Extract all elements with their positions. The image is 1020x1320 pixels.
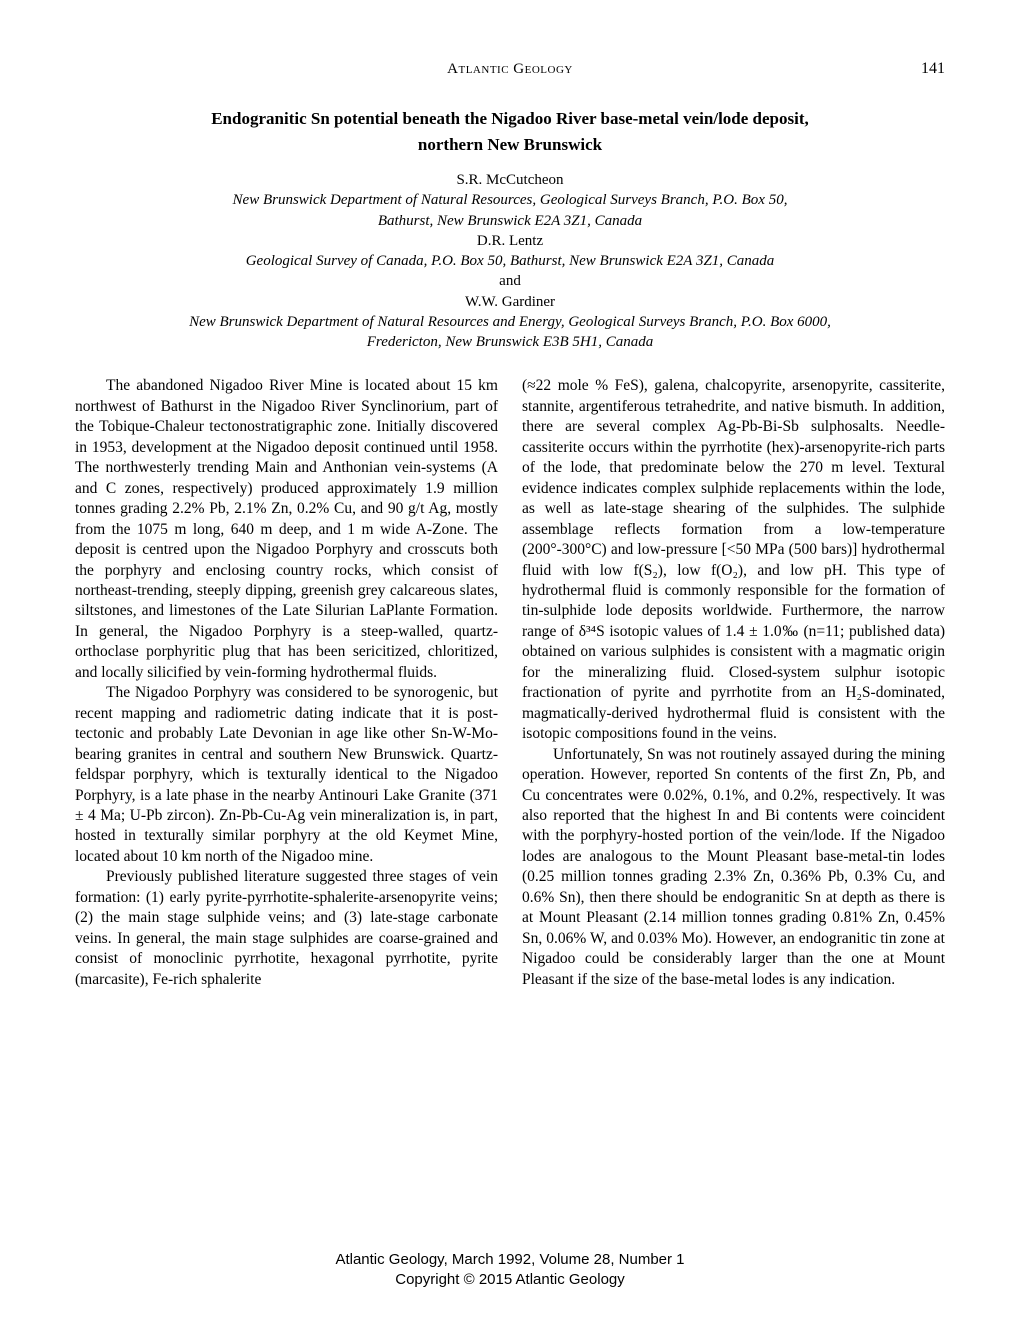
- page-number: 141: [905, 60, 945, 78]
- page-header: Atlantic Geology 141: [75, 60, 945, 78]
- authors-block: S.R. McCutcheon New Brunswick Department…: [75, 170, 945, 352]
- column-left: The abandoned Nigadoo River Mine is loca…: [75, 376, 498, 990]
- paragraph-3: Previously published literature suggeste…: [75, 867, 498, 990]
- author-3-name: W.W. Gardiner: [75, 292, 945, 312]
- article-title-line1: Endogranitic Sn potential beneath the Ni…: [75, 108, 945, 130]
- column-right: (≈22 mole % FeS), galena, chalcopyrite, …: [522, 376, 945, 990]
- journal-name: Atlantic Geology: [115, 61, 905, 78]
- paragraph-4: (≈22 mole % FeS), galena, chalcopyrite, …: [522, 376, 945, 744]
- paragraph-1: The abandoned Nigadoo River Mine is loca…: [75, 376, 498, 683]
- author-1-name: S.R. McCutcheon: [75, 170, 945, 190]
- page-container: Atlantic Geology 141 Endogranitic Sn pot…: [0, 0, 1020, 1030]
- paragraph-2: The Nigadoo Porphyry was considered to b…: [75, 683, 498, 867]
- author-3-affiliation-line2: Fredericton, New Brunswick E3B 5H1, Cana…: [75, 332, 945, 352]
- article-title-line2: northern New Brunswick: [75, 134, 945, 156]
- footer-copyright: Copyright © 2015 Atlantic Geology: [0, 1270, 1020, 1290]
- author-2-name: D.R. Lentz: [75, 231, 945, 251]
- paragraph-5: Unfortunately, Sn was not routinely assa…: [522, 745, 945, 990]
- author-3-affiliation-line1: New Brunswick Department of Natural Reso…: [75, 312, 945, 332]
- author-1-affiliation-line1: New Brunswick Department of Natural Reso…: [75, 190, 945, 210]
- body-columns: The abandoned Nigadoo River Mine is loca…: [75, 376, 945, 990]
- and-separator: and: [75, 271, 945, 291]
- page-footer: Atlantic Geology, March 1992, Volume 28,…: [0, 1250, 1020, 1291]
- author-2-affiliation: Geological Survey of Canada, P.O. Box 50…: [75, 251, 945, 271]
- footer-citation: Atlantic Geology, March 1992, Volume 28,…: [0, 1250, 1020, 1270]
- author-1-affiliation-line2: Bathurst, New Brunswick E2A 3Z1, Canada: [75, 211, 945, 231]
